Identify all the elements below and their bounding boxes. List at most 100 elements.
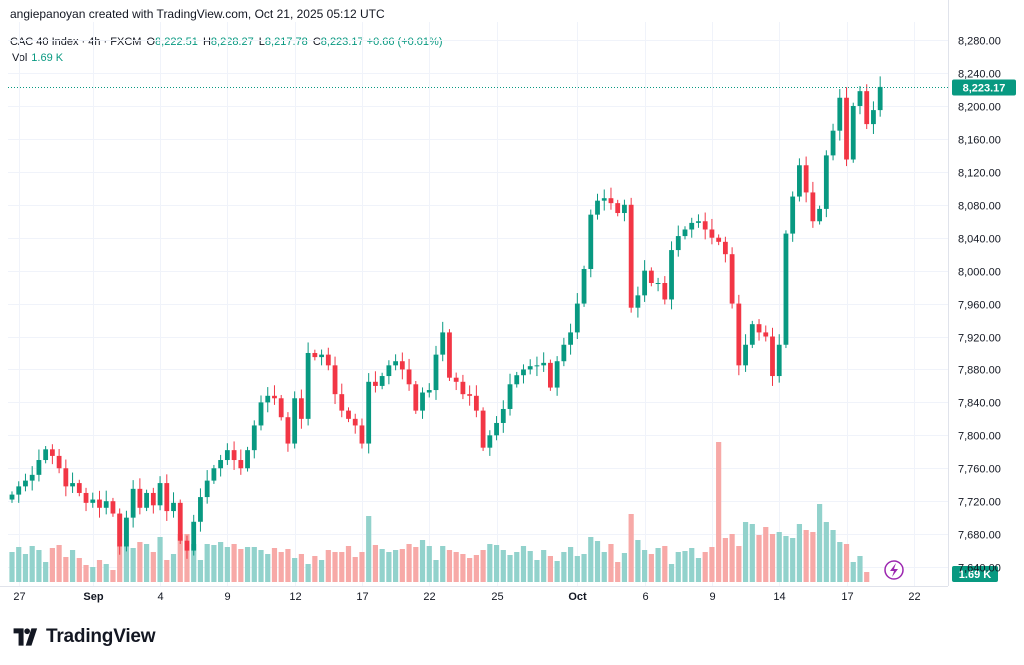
x-tick-label: 12 bbox=[289, 591, 301, 603]
y-tick-label: 8,280.00 bbox=[958, 36, 1001, 48]
candle-body bbox=[238, 460, 244, 469]
candle-body bbox=[373, 381, 378, 386]
high-label: H bbox=[202, 36, 211, 48]
volume-bar bbox=[648, 554, 654, 582]
candle bbox=[157, 476, 163, 511]
close-label: C bbox=[312, 36, 321, 48]
chart-overlay: 8,223.17 1.69 K bbox=[8, 79, 1016, 582]
volume-bar bbox=[386, 552, 392, 582]
volume-bar bbox=[635, 540, 641, 582]
candle-body bbox=[763, 332, 769, 337]
candle bbox=[49, 444, 55, 465]
volume-bar bbox=[702, 552, 708, 582]
candle-body bbox=[245, 450, 250, 469]
candlestick-chart[interactable]: 8,223.171.69 K 7,640.007,680.007,720.007… bbox=[0, 0, 1024, 620]
candle bbox=[514, 371, 520, 388]
volume-bar bbox=[9, 552, 15, 582]
candle-body bbox=[130, 488, 136, 518]
volume-bar bbox=[588, 537, 594, 582]
candle bbox=[857, 86, 863, 115]
volume-bar bbox=[103, 564, 109, 582]
lightning-event-icon[interactable] bbox=[884, 560, 904, 580]
candle-body bbox=[319, 354, 324, 358]
candle bbox=[548, 359, 553, 391]
candle bbox=[184, 535, 190, 559]
candle bbox=[413, 380, 419, 414]
volume-bar bbox=[547, 556, 553, 582]
tradingview-brand[interactable]: TradingView bbox=[10, 626, 156, 648]
candle bbox=[36, 449, 42, 482]
candle bbox=[312, 349, 318, 361]
candle bbox=[352, 413, 358, 434]
candle-body bbox=[554, 361, 560, 388]
candle bbox=[23, 473, 28, 492]
last-volume-tag bbox=[952, 566, 998, 582]
candle-body bbox=[823, 155, 829, 209]
candle bbox=[837, 89, 843, 141]
volume-bar bbox=[16, 547, 22, 582]
y-tick-label: 8,160.00 bbox=[958, 135, 1001, 147]
candle-body bbox=[103, 501, 109, 508]
candle-body bbox=[480, 410, 486, 448]
y-tick-label: 7,960.00 bbox=[958, 300, 1001, 312]
candle-body bbox=[494, 422, 499, 436]
candle bbox=[258, 395, 264, 431]
volume-bar bbox=[164, 560, 170, 582]
candle bbox=[386, 360, 392, 385]
candle-body bbox=[177, 502, 183, 541]
candle-body bbox=[366, 381, 372, 444]
candle-body bbox=[272, 395, 277, 399]
volume-bar bbox=[655, 548, 661, 582]
volume-bar bbox=[561, 552, 567, 582]
candle bbox=[16, 481, 22, 503]
candle bbox=[305, 342, 311, 426]
candle bbox=[776, 334, 782, 383]
candle-body bbox=[729, 254, 735, 304]
volume-bar bbox=[29, 546, 35, 582]
volume-bar bbox=[520, 546, 527, 582]
candle-body bbox=[298, 398, 304, 419]
candle-body bbox=[150, 492, 156, 506]
candle-body bbox=[164, 483, 170, 512]
candle-body bbox=[635, 295, 641, 308]
candle-body bbox=[601, 198, 607, 201]
candle-body bbox=[352, 418, 358, 426]
candle bbox=[709, 218, 715, 245]
volume-bar bbox=[810, 532, 816, 582]
volume-bar bbox=[493, 545, 500, 582]
candle bbox=[332, 356, 338, 405]
candle bbox=[669, 241, 674, 310]
volume-bars bbox=[9, 442, 870, 582]
candle-body bbox=[770, 336, 775, 377]
volume-bar bbox=[36, 550, 42, 582]
y-tick-label: 7,640.00 bbox=[958, 563, 1001, 575]
volume-bar bbox=[49, 548, 55, 582]
volume-bar bbox=[265, 554, 271, 582]
candle bbox=[373, 371, 378, 393]
change-value: +0.66 (+0.01%) bbox=[366, 36, 443, 48]
volume-bar bbox=[769, 534, 776, 582]
symbol-title[interactable]: CAC 40 Index · 4h · FXCM bbox=[10, 36, 142, 48]
candle-body bbox=[23, 480, 28, 487]
candle bbox=[447, 329, 452, 381]
candle-body bbox=[406, 369, 412, 385]
candle bbox=[628, 197, 634, 313]
time-axis: 27 Sep 4 9 12 17 22 25 Oct 6 9 14 17 22 bbox=[13, 591, 920, 603]
volume-bar bbox=[709, 547, 715, 582]
x-tick-label: 14 bbox=[773, 591, 785, 603]
candle-body bbox=[16, 486, 22, 495]
volume-bar bbox=[83, 565, 89, 582]
candle-body bbox=[521, 369, 526, 376]
candle-body bbox=[460, 381, 466, 395]
candle bbox=[43, 446, 49, 464]
candle-body bbox=[722, 241, 728, 255]
volume-bar bbox=[803, 530, 809, 582]
x-tick-label: 22 bbox=[908, 591, 920, 603]
candle-body bbox=[541, 362, 547, 366]
candle bbox=[790, 191, 796, 242]
volume-bar bbox=[224, 547, 230, 582]
candle bbox=[608, 187, 614, 210]
y-tick-label: 7,880.00 bbox=[958, 365, 1001, 377]
candle-body bbox=[171, 502, 176, 512]
volume-bar bbox=[574, 556, 580, 582]
